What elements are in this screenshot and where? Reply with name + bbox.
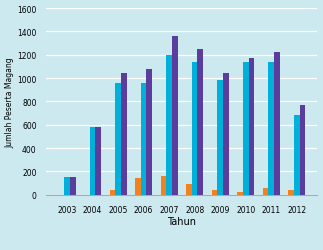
Bar [70, 178, 76, 195]
Bar [141, 84, 147, 195]
Bar [212, 190, 217, 195]
Bar [90, 128, 96, 195]
Bar [161, 176, 166, 195]
Bar [237, 192, 243, 195]
Bar [115, 84, 121, 195]
Bar [263, 188, 268, 195]
Bar [110, 190, 115, 195]
Bar [147, 70, 152, 195]
Bar [243, 62, 248, 195]
Bar [135, 179, 141, 195]
Bar [223, 74, 229, 195]
Bar [274, 53, 280, 195]
X-axis label: Tahun: Tahun [167, 216, 196, 226]
Bar [299, 106, 305, 195]
Bar [197, 50, 203, 195]
Bar [217, 81, 223, 195]
Bar [248, 59, 254, 195]
Bar [288, 190, 294, 195]
Bar [64, 178, 70, 195]
Bar [268, 62, 274, 195]
Bar [294, 116, 299, 195]
Bar [186, 184, 192, 195]
Bar [192, 62, 197, 195]
Bar [172, 37, 178, 195]
Y-axis label: Jumlah Peserta Magang: Jumlah Peserta Magang [5, 57, 15, 147]
Bar [96, 128, 101, 195]
Bar [166, 56, 172, 195]
Bar [121, 74, 127, 195]
